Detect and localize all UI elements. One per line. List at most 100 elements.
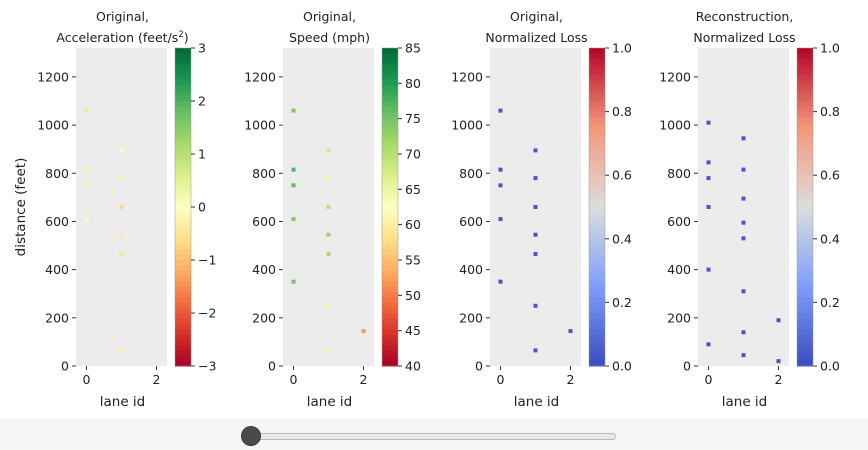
colorbar-segment <box>382 164 398 171</box>
colorbar-segment <box>797 249 813 256</box>
colorbar-segment <box>589 69 605 76</box>
colorbar-tick-label: 0.8 <box>612 104 632 119</box>
x-tick-label: 2 <box>775 372 783 387</box>
colorbar-segment <box>797 95 813 102</box>
colorbar-segment <box>175 85 191 91</box>
colorbar-segment <box>175 207 191 213</box>
colorbar-segment <box>797 207 813 213</box>
colorbar-segment <box>589 159 605 166</box>
colorbar-segment <box>175 154 191 160</box>
data-cell <box>119 232 124 237</box>
colorbar-segment <box>589 48 605 54</box>
colorbar-segment <box>797 323 813 330</box>
colorbar-segment <box>797 63 813 70</box>
y-tick-label: 400 <box>45 262 69 277</box>
colorbar-segment <box>797 53 813 60</box>
colorbar-segment <box>589 328 605 335</box>
data-cell <box>291 167 296 172</box>
chart-title-line1: Original, <box>96 9 149 24</box>
colorbar-tick-label: 75 <box>405 111 421 126</box>
colorbar-segment <box>175 334 191 341</box>
colorbar-segment <box>175 233 191 240</box>
data-cell <box>498 167 503 172</box>
colorbar-segment <box>797 334 813 341</box>
colorbar-segment <box>175 302 191 309</box>
y-tick-label: 200 <box>252 310 276 325</box>
colorbar-segment <box>382 291 398 298</box>
data-cell <box>119 176 124 181</box>
colorbar-segment <box>175 180 191 187</box>
data-cell <box>533 232 538 237</box>
colorbar-tick-label: 1.0 <box>820 41 840 56</box>
x-tick-label: 0 <box>290 372 298 387</box>
colorbar-segment <box>797 185 813 192</box>
colorbar-segment <box>797 254 813 261</box>
colorbar-segment <box>175 297 191 303</box>
data-cell <box>741 236 746 241</box>
colorbar-tick-label: 85 <box>405 41 421 56</box>
colorbar-segment <box>175 313 191 319</box>
x-tick-label: 0 <box>705 372 713 387</box>
colorbar-tick-label: 0.2 <box>612 295 632 310</box>
data-cell <box>533 303 538 308</box>
data-cell <box>533 251 538 256</box>
colorbar-segment <box>382 85 398 91</box>
colorbar-segment <box>175 281 191 288</box>
colorbar-segment <box>382 48 398 54</box>
frame-slider-thumb[interactable] <box>241 426 261 446</box>
colorbar-segment <box>175 286 191 293</box>
y-tick-label: 1200 <box>244 69 276 84</box>
colorbar-segment <box>382 260 398 266</box>
colorbar-segment <box>589 249 605 256</box>
colorbar-segment <box>382 297 398 303</box>
data-cell <box>326 176 331 181</box>
x-tick-label: 2 <box>153 372 161 387</box>
colorbar-segment <box>382 360 398 367</box>
y-tick-label: 1000 <box>37 118 69 133</box>
colorbar-segment <box>175 106 191 113</box>
data-cell <box>326 251 331 256</box>
colorbar-segment <box>175 138 191 144</box>
y-tick-label: 0 <box>268 359 276 374</box>
colorbar-segment <box>175 191 191 197</box>
colorbar-tick-label: 80 <box>405 76 421 91</box>
colorbar-segment <box>797 222 813 229</box>
colorbar-tick-label: 2 <box>198 94 206 109</box>
colorbar-segment <box>797 286 813 293</box>
colorbar-tick-label: 60 <box>405 217 421 232</box>
data-cell <box>776 318 781 323</box>
y-tick-label: 800 <box>45 166 69 181</box>
colorbar-segment <box>797 297 813 303</box>
colorbar-segment <box>589 233 605 240</box>
colorbar-segment <box>175 148 191 155</box>
colorbar-segment <box>175 307 191 314</box>
y-tick-label: 1200 <box>659 69 691 84</box>
chart-title-line2: Normalized Loss <box>485 30 587 45</box>
x-tick-label: 2 <box>567 372 575 387</box>
colorbar-segment <box>797 138 813 144</box>
data-cell <box>533 148 538 153</box>
colorbar-segment <box>589 275 605 282</box>
x-axis-label: lane id <box>514 394 560 410</box>
colorbar-segment <box>797 175 813 182</box>
colorbar-segment <box>382 191 398 197</box>
colorbar-segment <box>382 185 398 192</box>
colorbar-segment <box>175 48 191 54</box>
colorbar-segment <box>382 275 398 282</box>
colorbar-segment <box>382 207 398 213</box>
colorbar-segment <box>175 111 191 118</box>
y-tick-label: 1200 <box>451 69 483 84</box>
y-tick-label: 0 <box>61 359 69 374</box>
colorbar-segment <box>589 344 605 351</box>
colorbar-segment <box>589 334 605 341</box>
colorbar-segment <box>797 350 813 356</box>
colorbar-segment <box>797 169 813 176</box>
x-axis-label: lane id <box>100 394 146 410</box>
colorbar-segment <box>175 127 191 134</box>
data-cell <box>533 348 538 353</box>
colorbar-segment <box>175 249 191 256</box>
colorbar-segment <box>797 313 813 319</box>
frame-slider-track[interactable] <box>250 433 616 440</box>
colorbar-segment <box>175 122 191 129</box>
colorbar-segment <box>382 302 398 309</box>
